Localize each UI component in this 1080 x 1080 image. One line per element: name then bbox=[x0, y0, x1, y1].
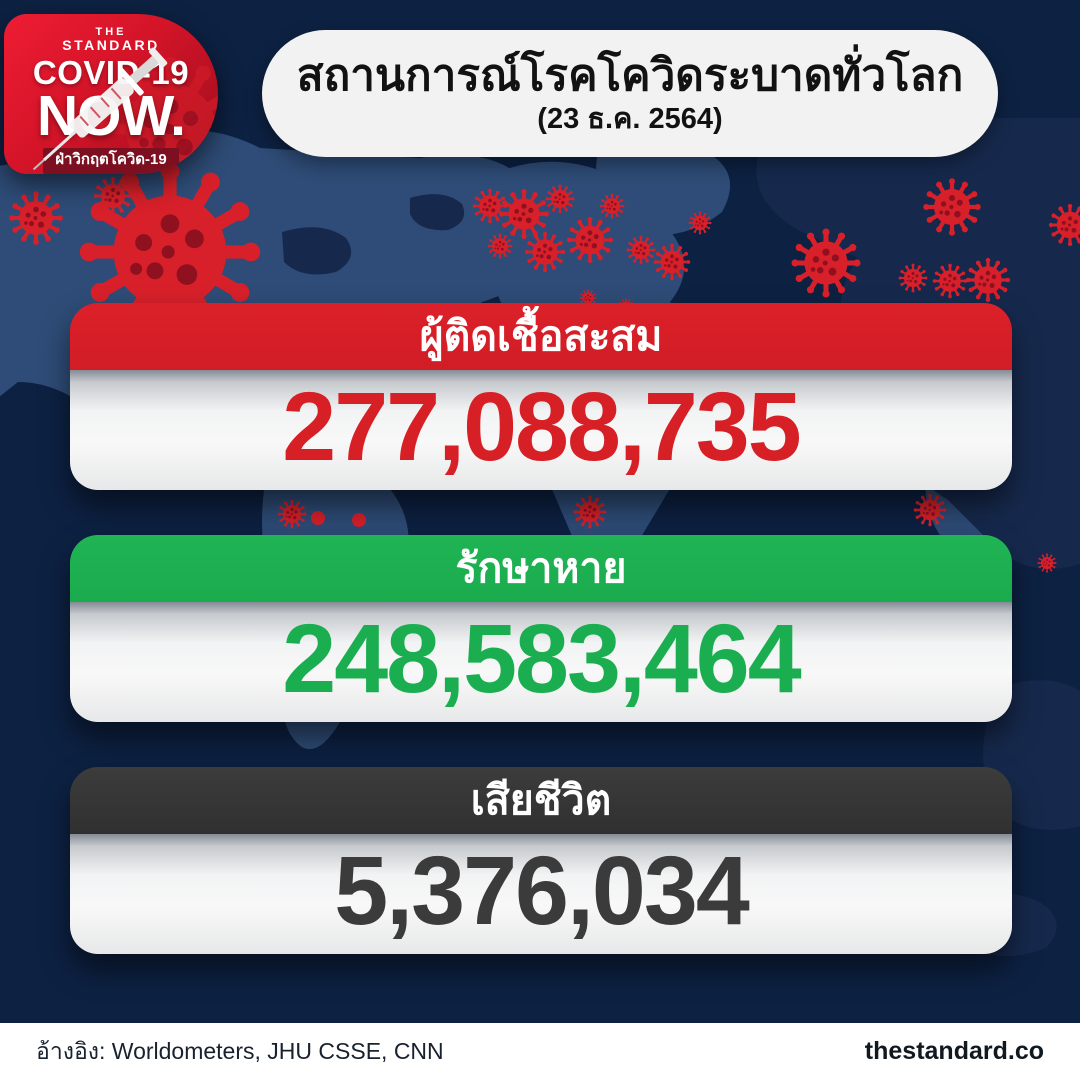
logo-brand-bottom: STANDARD bbox=[62, 37, 160, 54]
logo-now: NOW. bbox=[37, 84, 186, 149]
source-credit: อ้างอิง: Worldometers, JHU CSSE, CNN bbox=[36, 1037, 444, 1064]
stat-card-body: 277,088,735 bbox=[70, 370, 1012, 490]
page-title: สถานการณ์โรคโควิดระบาดทั่วโลก bbox=[296, 51, 964, 101]
stat-card-header: ผู้ติดเชื้อสะสม bbox=[70, 303, 1012, 370]
stat-card-body: 248,583,464 bbox=[70, 602, 1012, 722]
footer-bar: อ้างอิง: Worldometers, JHU CSSE, CNN the… bbox=[0, 1023, 1080, 1080]
logo-tagline: ฝ่าวิกฤตโควิด-19 bbox=[43, 148, 179, 174]
title-pill: สถานการณ์โรคโควิดระบาดทั่วโลก (23 ธ.ค. 2… bbox=[262, 30, 998, 157]
stat-card-value: 5,376,034 bbox=[334, 835, 750, 945]
stat-card-body: 5,376,034 bbox=[70, 834, 1012, 954]
stat-card-label: ผู้ติดเชื้อสะสม bbox=[419, 313, 663, 359]
logo-brand-top: THE bbox=[95, 26, 127, 38]
stat-card-infected: ผู้ติดเชื้อสะสม 277,088,735 bbox=[70, 303, 1012, 490]
stat-card-label: รักษาหาย bbox=[455, 545, 627, 591]
page-date: (23 ธ.ค. 2564) bbox=[537, 102, 723, 135]
stat-card-header: รักษาหาย bbox=[70, 535, 1012, 602]
stat-card-recovered: รักษาหาย 248,583,464 bbox=[70, 535, 1012, 722]
stat-card-label: เสียชีวิต bbox=[470, 777, 612, 823]
stat-card-deaths: เสียชีวิต 5,376,034 bbox=[70, 767, 1012, 954]
site-name: thestandard.co bbox=[864, 1037, 1044, 1065]
covid19now-logo: THE STANDARD COVID-19 NOW. ฝ่าวิกฤตโควิด… bbox=[4, 14, 218, 174]
stat-card-value: 248,583,464 bbox=[282, 603, 801, 713]
stat-card-value: 277,088,735 bbox=[282, 371, 801, 481]
stat-card-header: เสียชีวิต bbox=[70, 767, 1012, 834]
